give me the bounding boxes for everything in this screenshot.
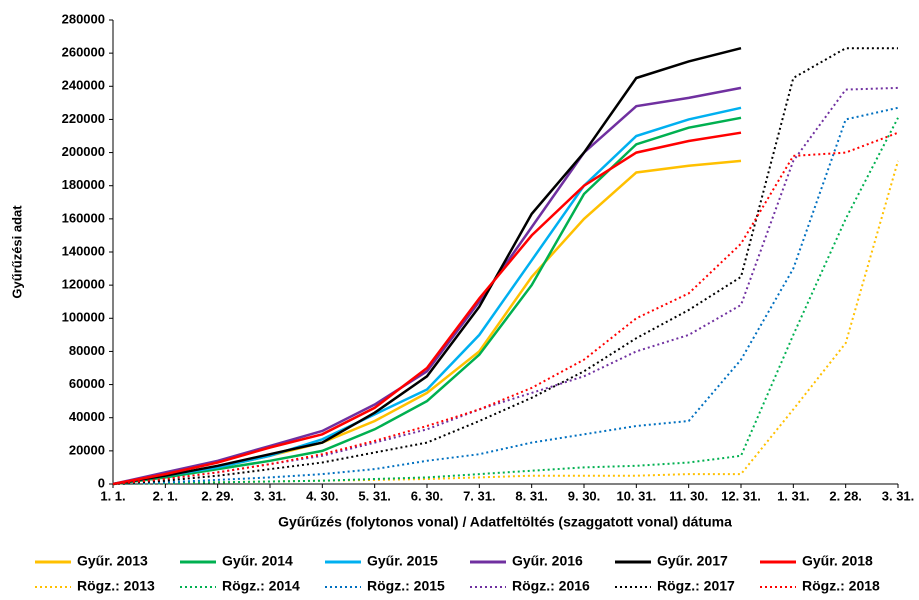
y-tick-label: 120000 — [62, 277, 105, 292]
x-tick-label: 11. 30. — [669, 488, 708, 503]
y-tick-label: 0 — [98, 475, 105, 490]
series-line — [112, 131, 899, 485]
y-tick-label: 260000 — [62, 45, 105, 60]
legend-label: Gyűr. 2015 — [367, 553, 438, 569]
y-tick-label: 200000 — [62, 144, 105, 159]
x-tick-label: 9. 30. — [568, 488, 601, 503]
x-tick-label: 12. 31. — [721, 488, 761, 503]
legend-label: Rögz.: 2013 — [77, 578, 155, 594]
series-line — [112, 159, 742, 486]
legend-label: Rögz.: 2017 — [657, 578, 735, 594]
legend-label: Rögz.: 2014 — [222, 578, 300, 594]
series-line — [112, 86, 742, 486]
legend-label: Gyűr. 2018 — [802, 553, 873, 569]
series-line — [112, 160, 899, 485]
y-tick-label: 140000 — [62, 243, 105, 258]
legend-label: Gyűr. 2016 — [512, 553, 583, 569]
x-tick-label: 5. 31. — [358, 488, 391, 503]
y-tick-label: 160000 — [62, 210, 105, 225]
legend-label: Rögz.: 2018 — [802, 578, 880, 594]
series-line — [112, 47, 898, 485]
x-tick-label: 8. 31. — [515, 488, 548, 503]
legend-label: Gyűr. 2014 — [222, 553, 293, 569]
x-axis-title: Gyűrűzés (folytonos vonal) / Adatfeltölt… — [278, 514, 732, 530]
x-tick-label: 1. 31. — [777, 488, 810, 503]
legend-label: Gyűr. 2013 — [77, 553, 148, 569]
x-tick-label: 1. 1. — [100, 488, 125, 503]
legend-label: Rögz.: 2016 — [512, 578, 590, 594]
y-tick-label: 40000 — [69, 409, 105, 424]
series-line — [112, 106, 742, 486]
x-tick-label: 3. 31. — [882, 488, 915, 503]
x-tick-label: 2. 28. — [829, 488, 862, 503]
series-line — [112, 131, 742, 486]
x-tick-label: 6. 30. — [411, 488, 444, 503]
x-tick-label: 7. 31. — [463, 488, 496, 503]
legend-label: Gyűr. 2017 — [657, 553, 728, 569]
y-tick-label: 100000 — [62, 310, 105, 325]
series-line — [112, 106, 899, 485]
legend-label: Rögz.: 2015 — [367, 578, 445, 594]
x-tick-label: 3. 31. — [254, 488, 287, 503]
x-tick-label: 10. 31. — [616, 488, 656, 503]
series-line — [112, 116, 742, 486]
series-line — [112, 117, 899, 485]
series-line — [112, 46, 742, 486]
y-axis-title: Gyűrűzési adat — [9, 205, 24, 299]
x-tick-label: 2. 29. — [201, 488, 234, 503]
y-tick-label: 20000 — [69, 442, 105, 457]
y-tick-label: 220000 — [62, 111, 105, 126]
y-tick-label: 60000 — [69, 376, 105, 391]
x-tick-label: 4. 30. — [306, 488, 339, 503]
y-tick-label: 80000 — [69, 343, 105, 358]
y-tick-label: 280000 — [62, 11, 105, 26]
y-tick-label: 240000 — [62, 78, 105, 93]
x-tick-label: 2. 1. — [153, 488, 178, 503]
y-tick-label: 180000 — [62, 177, 105, 192]
